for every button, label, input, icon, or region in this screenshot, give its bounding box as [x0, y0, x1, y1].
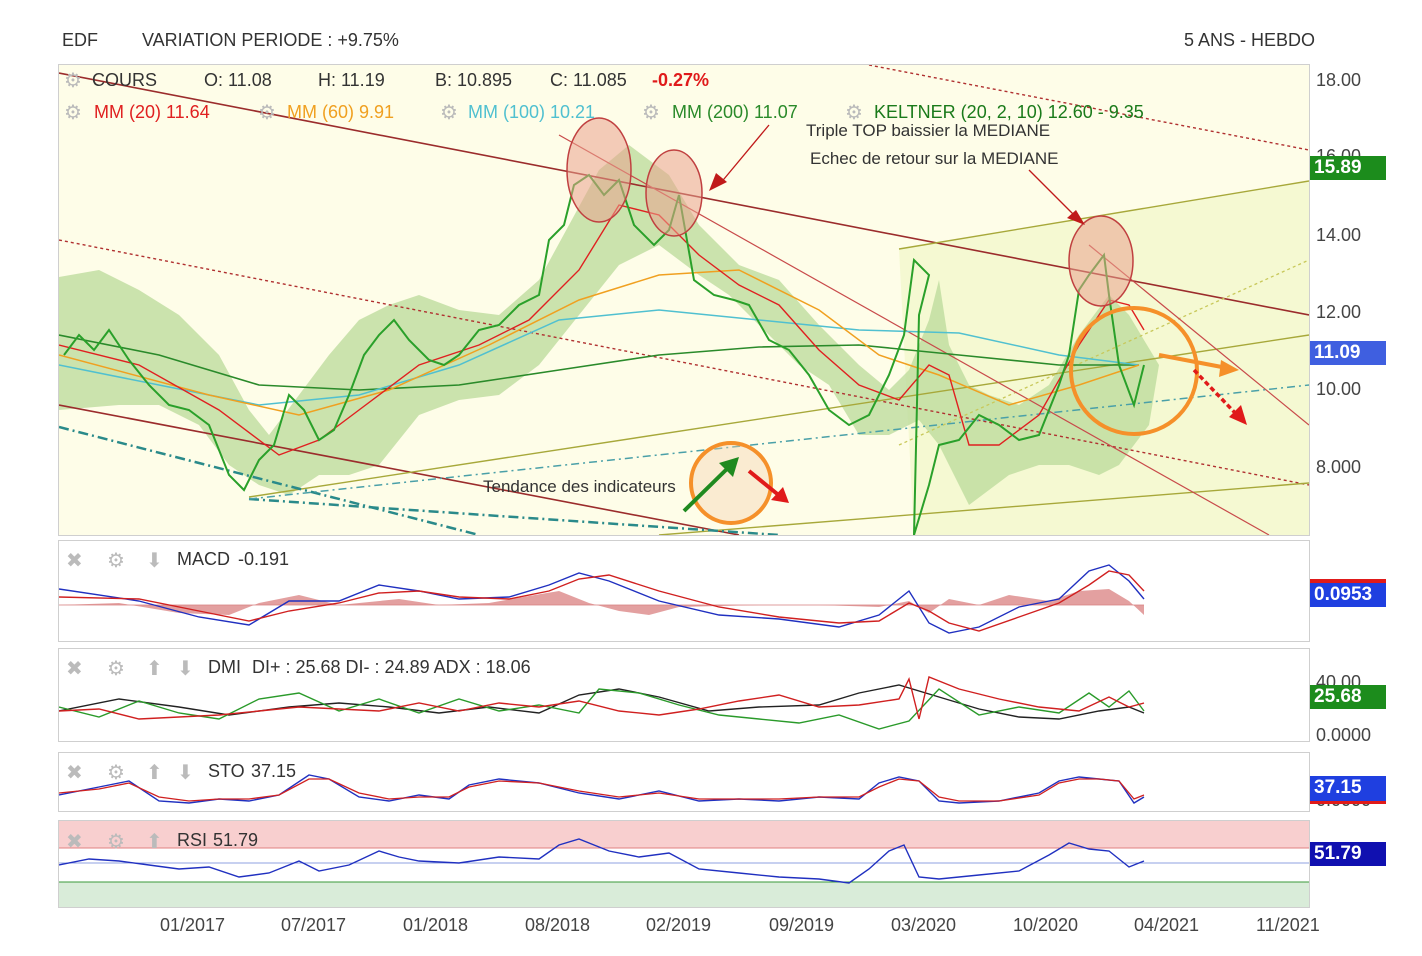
- x-tick-2020-03: 03/2020: [891, 915, 957, 935]
- price-tick-14: 14.00: [1316, 225, 1362, 245]
- x-tick-2019-09: 09/2019: [769, 915, 835, 935]
- macd-gear-icon[interactable]: ⚙: [107, 550, 125, 572]
- mm20-label: MM (20) 11.64: [94, 102, 210, 122]
- macd-value: -0.191: [238, 549, 290, 569]
- dmi-down-icon[interactable]: ⬇: [177, 658, 194, 680]
- high-value: H: 11.19: [318, 70, 385, 90]
- sto-chart: [59, 774, 1145, 804]
- dmi-close-icon[interactable]: ✖: [66, 658, 83, 680]
- mm100-label: MM (100) 10.21: [468, 102, 596, 122]
- adx-line: [59, 684, 1145, 720]
- price-badge-high: 15.89: [1310, 156, 1386, 180]
- rsi-value: 51.79: [213, 830, 259, 850]
- sto-value: 37.15: [251, 761, 297, 781]
- price-badge-last: 11.09: [1310, 341, 1386, 365]
- keltner-gear-icon[interactable]: ⚙: [845, 102, 863, 124]
- keltner-band: [59, 145, 1159, 505]
- dmi-label: DMI: [208, 657, 241, 677]
- macd-histogram: [59, 589, 1144, 615]
- indicator-circle: [689, 441, 773, 525]
- macd-signal: [59, 570, 1145, 632]
- top-circle-3: [1068, 215, 1134, 307]
- rsi-line: [59, 838, 1145, 884]
- sto-label: STO: [208, 761, 245, 781]
- sto-close-icon[interactable]: ✖: [66, 762, 83, 784]
- dmi-badge: 25.68: [1310, 685, 1386, 709]
- mm200-label: MM (200) 11.07: [672, 102, 798, 122]
- variation-label: VARIATION PERIODE : +9.75%: [142, 30, 399, 50]
- rsi-label: RSI: [177, 830, 208, 850]
- mm200-line: [59, 334, 1139, 391]
- top-circle-1: [566, 117, 632, 223]
- annotation-echec: Echec de retour sur la MEDIANE: [810, 149, 1059, 168]
- macd-panel[interactable]: [58, 540, 1310, 642]
- dmi-chart: [59, 676, 1145, 730]
- macd-chart: [59, 564, 1145, 634]
- low-value: B: 10.895: [435, 70, 513, 90]
- sto-up-icon[interactable]: ⬆: [146, 762, 163, 784]
- sto-gear-icon[interactable]: ⚙: [107, 762, 125, 784]
- x-tick-2020-10: 10/2020: [1013, 915, 1079, 935]
- dmi-panel[interactable]: [58, 648, 1310, 742]
- dmi-up-icon[interactable]: ⬆: [146, 658, 163, 680]
- macd-down-icon[interactable]: ⬇: [146, 550, 163, 572]
- mm60-gear-icon[interactable]: ⚙: [258, 102, 276, 124]
- macd-label: MACD: [177, 549, 230, 569]
- di-plus-line: [59, 688, 1145, 730]
- price-tick-8: 8.000: [1316, 457, 1362, 477]
- cours-gear-icon[interactable]: ⚙: [64, 70, 82, 92]
- rsi-close-icon[interactable]: ✖: [66, 831, 83, 853]
- price-panel[interactable]: [58, 64, 1310, 536]
- rsi-chart: [59, 821, 1309, 907]
- price-tick-10: 10.00: [1316, 379, 1362, 399]
- annotation-triple-top: Triple TOP baissier la MEDIANE: [806, 121, 1051, 140]
- rsi-gear-icon[interactable]: ⚙: [107, 831, 125, 853]
- price-tick-12: 12.00: [1316, 302, 1362, 322]
- x-tick-2021-04: 04/2021: [1134, 915, 1200, 935]
- x-tick-2021-11: 11/2021: [1256, 915, 1320, 935]
- keltner-label: KELTNER (20, 2, 10) 12.60 - 9.35: [874, 102, 1144, 122]
- x-tick-2018-01: 01/2018: [403, 915, 469, 935]
- cours-label: COURS: [92, 70, 158, 90]
- dmi-value: DI+ : 25.68 DI- : 24.89 ADX : 18.06: [252, 657, 531, 677]
- rsi-badge: 51.79: [1310, 842, 1386, 866]
- macd-close-icon[interactable]: ✖: [66, 550, 83, 572]
- price-chart: [59, 65, 1309, 535]
- macd-line: [59, 564, 1145, 634]
- mm200-gear-icon[interactable]: ⚙: [642, 102, 660, 124]
- change-value: -0.27%: [652, 70, 710, 90]
- symbol-label: EDF: [62, 30, 98, 50]
- mm100-line: [59, 309, 1140, 406]
- sto-down-icon[interactable]: ⬇: [177, 762, 194, 784]
- dmi-tick-0: 0.0000: [1316, 725, 1372, 745]
- sto-badge: 37.15: [1310, 776, 1386, 804]
- x-tick-2018-08: 08/2018: [525, 915, 591, 935]
- x-tick-2017-01: 01/2017: [160, 915, 226, 935]
- price-line: [63, 173, 1145, 535]
- sto-d-line: [59, 778, 1145, 802]
- di-minus-line: [59, 676, 1145, 720]
- price-tick-18: 18.00: [1316, 70, 1362, 90]
- open-value: O: 11.08: [204, 70, 272, 90]
- close-value: C: 11.085: [550, 70, 627, 90]
- mm60-line: [59, 269, 1140, 416]
- x-tick-2017-07: 07/2017: [281, 915, 347, 935]
- rsi-panel[interactable]: [58, 820, 1310, 908]
- mm60-label: MM (60) 9.91: [287, 102, 395, 122]
- mm100-gear-icon[interactable]: ⚙: [440, 102, 458, 124]
- sto-panel[interactable]: [58, 752, 1310, 812]
- period-selector[interactable]: 5 ANS - HEBDO: [1184, 30, 1316, 50]
- x-tick-2019-02: 02/2019: [646, 915, 712, 935]
- rsi-up-icon[interactable]: ⬆: [146, 831, 163, 853]
- top-circle-2: [645, 149, 703, 237]
- annotation-tendance: Tendance des indicateurs: [483, 477, 676, 496]
- macd-badge: 0.0953: [1310, 579, 1386, 607]
- mm20-gear-icon[interactable]: ⚙: [64, 102, 82, 124]
- dmi-gear-icon[interactable]: ⚙: [107, 658, 125, 680]
